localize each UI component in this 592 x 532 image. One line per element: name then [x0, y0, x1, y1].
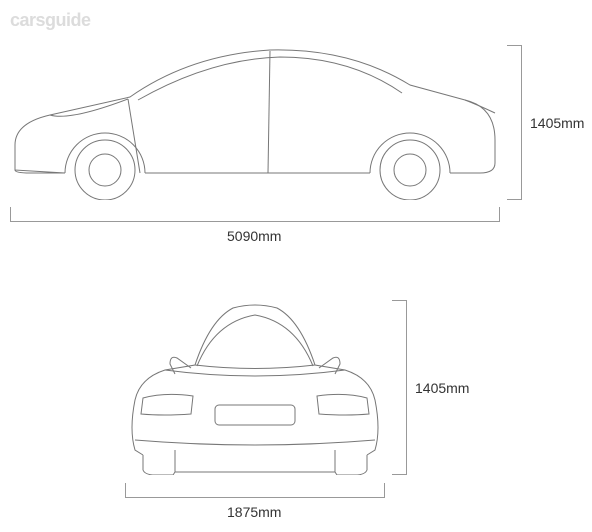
side-length-bracket — [10, 212, 500, 222]
side-height-label: 1405mm — [530, 115, 584, 131]
front-width-bracket — [125, 488, 385, 498]
front-view-car — [125, 300, 385, 475]
front-car-icon — [125, 300, 385, 475]
side-view-car — [10, 45, 500, 200]
side-length-label: 5090mm — [227, 228, 281, 244]
side-car-icon — [10, 45, 500, 200]
watermark-text: carsguide — [10, 10, 91, 31]
front-height-label: 1405mm — [415, 380, 469, 396]
front-width-label: 1875mm — [227, 504, 281, 520]
front-height-bracket — [397, 300, 407, 475]
dimension-diagram: carsguide — [0, 0, 592, 532]
side-height-bracket — [512, 45, 522, 200]
